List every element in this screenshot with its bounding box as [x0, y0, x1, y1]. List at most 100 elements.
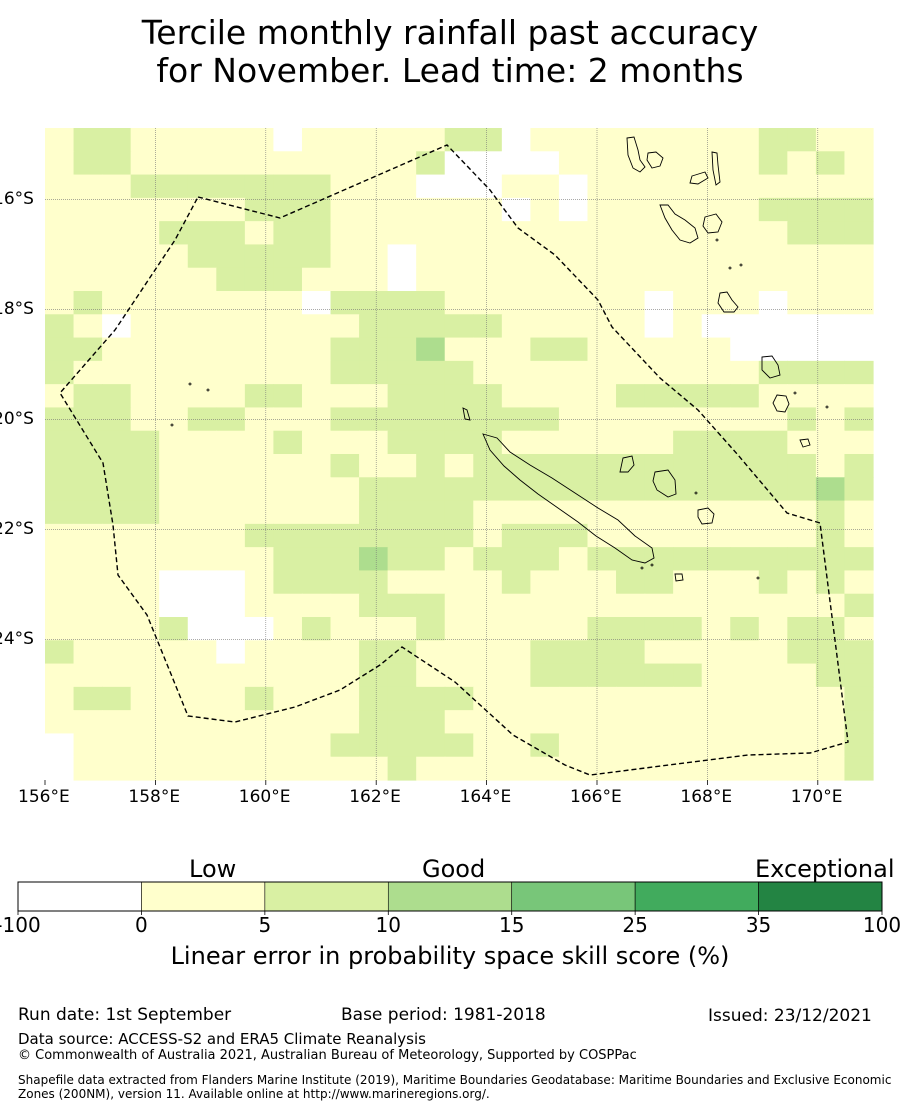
grid-cell	[730, 570, 760, 595]
grid-cell	[102, 756, 132, 781]
grid-cell	[701, 570, 731, 595]
grid-cell	[758, 733, 788, 758]
grid-cell	[159, 267, 189, 292]
grid-cell	[644, 477, 674, 502]
grid-cell	[501, 128, 531, 152]
grid-cell	[244, 314, 275, 339]
grid-cell	[387, 151, 417, 176]
grid-cell	[730, 686, 760, 711]
grid-cell	[444, 617, 474, 641]
grid-cell	[473, 686, 503, 711]
grid-cell	[558, 617, 589, 641]
grid-cell	[673, 617, 703, 641]
grid-cell	[102, 267, 132, 292]
grid-cell	[387, 174, 417, 199]
grid-cell	[244, 360, 275, 385]
grid-cell	[730, 151, 760, 176]
grid-cell	[45, 337, 75, 362]
grid-cell	[187, 500, 217, 525]
grid-cell	[244, 686, 275, 711]
grid-cell	[45, 500, 75, 525]
grid-cell	[473, 710, 503, 735]
grid-cell	[273, 174, 303, 199]
grid-cell	[587, 430, 617, 455]
grid-cell	[216, 314, 246, 339]
grid-cell	[273, 244, 303, 269]
grid-cell	[130, 360, 160, 385]
grid-cell	[644, 663, 674, 688]
grid-cell	[616, 314, 646, 339]
island-coastline	[619, 455, 635, 473]
grid-cell	[787, 151, 817, 176]
island-coastline	[626, 136, 646, 173]
grid-cell	[558, 337, 589, 362]
grid-cell	[301, 523, 332, 548]
grid-cell	[159, 663, 189, 688]
grid-cell	[844, 617, 874, 641]
grid-cell	[216, 267, 246, 292]
grid-cell	[301, 174, 332, 199]
grid-cell	[45, 547, 75, 572]
grid-cell	[616, 617, 646, 641]
grid-cell	[473, 151, 503, 176]
grid-cell	[416, 384, 446, 409]
grid-cell	[416, 197, 446, 222]
grid-cell	[330, 384, 360, 409]
grid-cell	[301, 267, 332, 292]
grid-cell	[758, 174, 788, 199]
grid-cell	[787, 733, 817, 758]
grid-cell	[644, 756, 674, 781]
grid-cell	[815, 710, 846, 735]
grid-cell	[359, 267, 389, 292]
grid-cell	[673, 360, 703, 385]
grid-cell	[673, 174, 703, 199]
grid-cell	[473, 174, 503, 199]
grid-cell	[501, 710, 531, 735]
colorbar-segment	[141, 881, 266, 912]
grid-cell	[159, 221, 189, 246]
grid-cell	[673, 593, 703, 618]
grid-cell	[301, 710, 332, 735]
grid-cell	[102, 407, 132, 432]
grid-cell	[587, 523, 617, 548]
grid-cell	[530, 384, 560, 409]
grid-cell	[530, 477, 560, 502]
grid-cell	[416, 756, 446, 781]
grid-cell	[301, 593, 332, 618]
grid-cell	[416, 244, 446, 269]
grid-cell	[730, 221, 760, 246]
grid-cell	[45, 174, 75, 199]
grid-cell	[273, 430, 303, 455]
island-coastline	[674, 573, 684, 582]
grid-cell	[416, 314, 446, 339]
grid-cell	[216, 663, 246, 688]
grid-cell	[102, 686, 132, 711]
skill-score-grid	[45, 128, 874, 781]
latitude-tick-label: 18°S	[0, 298, 34, 319]
grid-cell	[187, 710, 217, 735]
grid-cell	[301, 756, 332, 781]
grid-cell	[644, 244, 674, 269]
grid-cell	[787, 337, 817, 362]
grid-cell	[673, 547, 703, 572]
grid-cell	[644, 151, 674, 176]
grid-cell	[187, 314, 217, 339]
grid-cell	[330, 174, 360, 199]
grid-cell	[758, 430, 788, 455]
grid-cell	[501, 244, 531, 269]
grid-cell	[130, 337, 160, 362]
grid-cell	[244, 500, 275, 525]
grid-cell	[273, 151, 303, 176]
grid-cell	[644, 430, 674, 455]
grid-cell	[359, 128, 389, 152]
grid-cell	[844, 337, 874, 362]
grid-cell	[73, 407, 103, 432]
grid-cell	[701, 221, 731, 246]
grid-cell	[558, 291, 589, 315]
grid-cell	[45, 151, 75, 176]
grid-cell	[473, 291, 503, 315]
grid-cell	[616, 384, 646, 409]
grid-cell	[616, 151, 646, 176]
grid-cell	[130, 151, 160, 176]
grid-cell	[359, 500, 389, 525]
